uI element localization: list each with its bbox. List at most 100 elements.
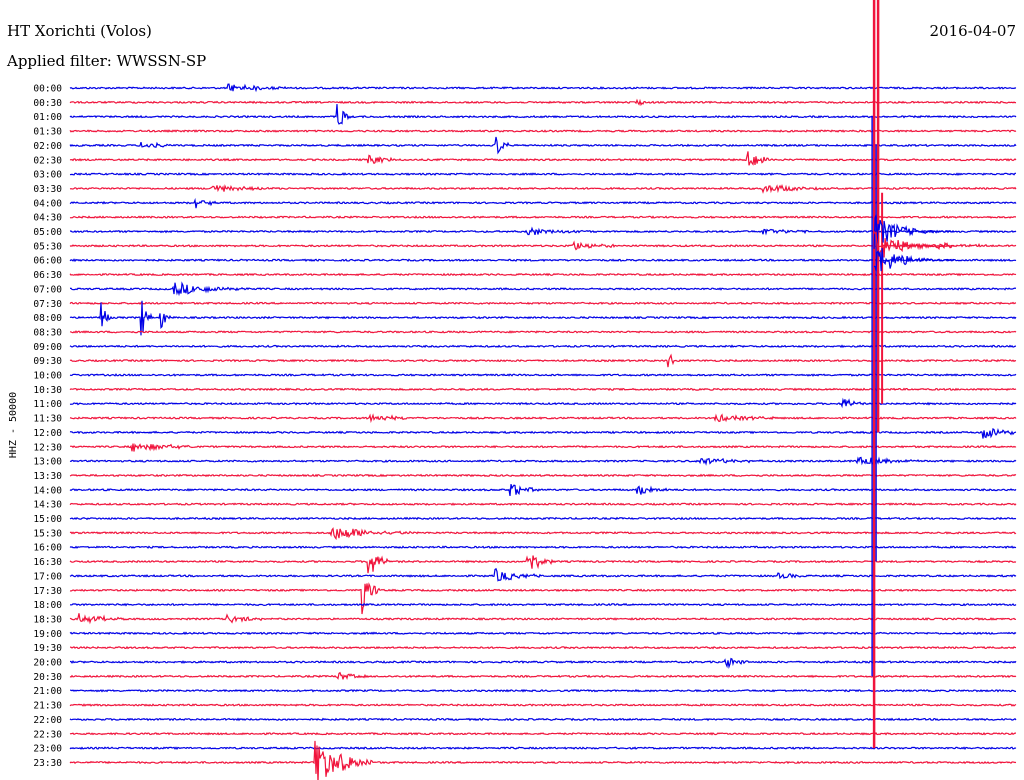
trace-line xyxy=(69,344,1017,349)
chart-title: HT Xorichti (Volos) xyxy=(7,22,152,40)
trace-line xyxy=(69,83,1017,93)
trace-line xyxy=(69,671,1017,681)
trace-line xyxy=(69,215,1016,219)
trace-line xyxy=(69,555,1017,574)
trace-line xyxy=(69,281,1017,297)
trace-line xyxy=(69,567,1017,582)
row-label: 00:00 xyxy=(33,84,62,95)
row-label: 14:00 xyxy=(33,485,62,496)
trace-line xyxy=(69,717,1017,722)
row-label: 09:00 xyxy=(33,342,62,353)
row-label: 12:00 xyxy=(33,428,62,439)
row-label: 05:00 xyxy=(33,227,62,238)
row-label: 17:30 xyxy=(33,586,62,597)
row-label: 03:30 xyxy=(33,184,62,195)
trace-line xyxy=(69,272,1017,277)
y-axis-label: HHZ - 50000 xyxy=(8,392,19,458)
row-label: 02:00 xyxy=(33,141,62,152)
major-event-coda xyxy=(873,248,955,272)
trace-line xyxy=(69,703,1017,707)
trace-line xyxy=(69,443,1017,452)
row-label: 02:30 xyxy=(33,155,62,166)
trace-line xyxy=(69,746,1017,750)
row-label: 11:30 xyxy=(33,414,62,425)
trace-line xyxy=(69,172,1016,176)
row-label: 04:00 xyxy=(33,198,62,209)
trace-line xyxy=(69,527,1017,541)
trace-line xyxy=(69,104,1017,125)
major-event-coda xyxy=(873,214,955,249)
row-label: 21:30 xyxy=(33,701,62,712)
row-label: 01:30 xyxy=(33,127,62,138)
chart-date: 2016-04-07 xyxy=(930,22,1016,40)
chart-subtitle: Applied filter: WWSSN-SP xyxy=(6,52,206,70)
row-label: 16:30 xyxy=(33,557,62,568)
row-label: 03:00 xyxy=(33,170,62,181)
row-label: 21:00 xyxy=(33,686,62,697)
trace-line xyxy=(69,427,1017,439)
trace-line xyxy=(69,602,1017,607)
trace-line xyxy=(69,98,1017,107)
row-label: 13:30 xyxy=(33,471,62,482)
row-label: 22:30 xyxy=(33,729,62,740)
trace-line xyxy=(69,129,1017,133)
trace-line xyxy=(69,545,1017,550)
row-label: 06:30 xyxy=(33,270,62,281)
row-labels: 00:00 00:30 01:00 01:30 02:00 02:30 03:00 03:30… xyxy=(33,84,62,769)
trace-line xyxy=(69,645,1017,650)
trace-line xyxy=(69,373,1017,377)
trace-line xyxy=(69,473,1017,478)
trace-line xyxy=(69,631,1017,636)
trace-line xyxy=(69,300,1017,336)
trace-line xyxy=(69,484,1017,496)
row-label: 07:00 xyxy=(33,284,62,295)
trace-line xyxy=(70,688,1016,693)
row-label: 20:00 xyxy=(33,658,62,669)
row-label: 19:30 xyxy=(33,643,62,654)
trace-line xyxy=(69,226,1017,236)
row-label: 10:30 xyxy=(33,385,62,396)
row-label: 05:30 xyxy=(33,241,62,252)
row-label: 20:30 xyxy=(33,672,62,683)
trace-line xyxy=(69,502,1017,506)
trace-line xyxy=(69,330,1017,334)
trace-line xyxy=(69,413,1017,424)
trace-line xyxy=(69,582,1017,615)
row-label: 11:00 xyxy=(33,399,62,410)
major-event-traces xyxy=(871,0,955,749)
trace-line xyxy=(69,240,1017,251)
trace-line xyxy=(69,258,1017,263)
row-label: 08:30 xyxy=(33,327,62,338)
row-label: 12:30 xyxy=(33,442,62,453)
trace-line xyxy=(69,613,1017,625)
row-label: 18:30 xyxy=(33,614,62,625)
trace-line xyxy=(69,516,1017,521)
row-label: 01:00 xyxy=(33,112,62,123)
major-event-coda xyxy=(873,231,955,259)
row-label: 04:30 xyxy=(33,213,62,224)
trace-line xyxy=(70,657,1017,670)
row-label: 15:00 xyxy=(33,514,62,525)
row-label: 10:00 xyxy=(33,371,62,382)
trace-line xyxy=(69,387,1017,392)
row-label: 16:00 xyxy=(33,543,62,554)
row-label: 23:00 xyxy=(33,744,62,755)
row-label: 14:30 xyxy=(33,500,62,511)
row-label: 13:00 xyxy=(33,457,62,468)
row-label: 07:30 xyxy=(33,299,62,310)
row-label: 06:00 xyxy=(33,256,62,267)
trace-line xyxy=(69,397,1017,409)
row-label: 00:30 xyxy=(33,98,62,109)
trace-line xyxy=(69,731,1016,736)
row-label: 22:00 xyxy=(33,715,62,726)
trace-line xyxy=(69,184,1017,194)
seismic-traces xyxy=(69,83,1017,780)
trace-line xyxy=(69,456,1017,466)
row-label: 17:00 xyxy=(33,571,62,582)
row-label: 23:30 xyxy=(33,758,62,769)
trace-line xyxy=(69,136,1017,155)
row-label: 09:30 xyxy=(33,356,62,367)
trace-line xyxy=(69,301,1017,305)
trace-line xyxy=(69,353,1017,368)
